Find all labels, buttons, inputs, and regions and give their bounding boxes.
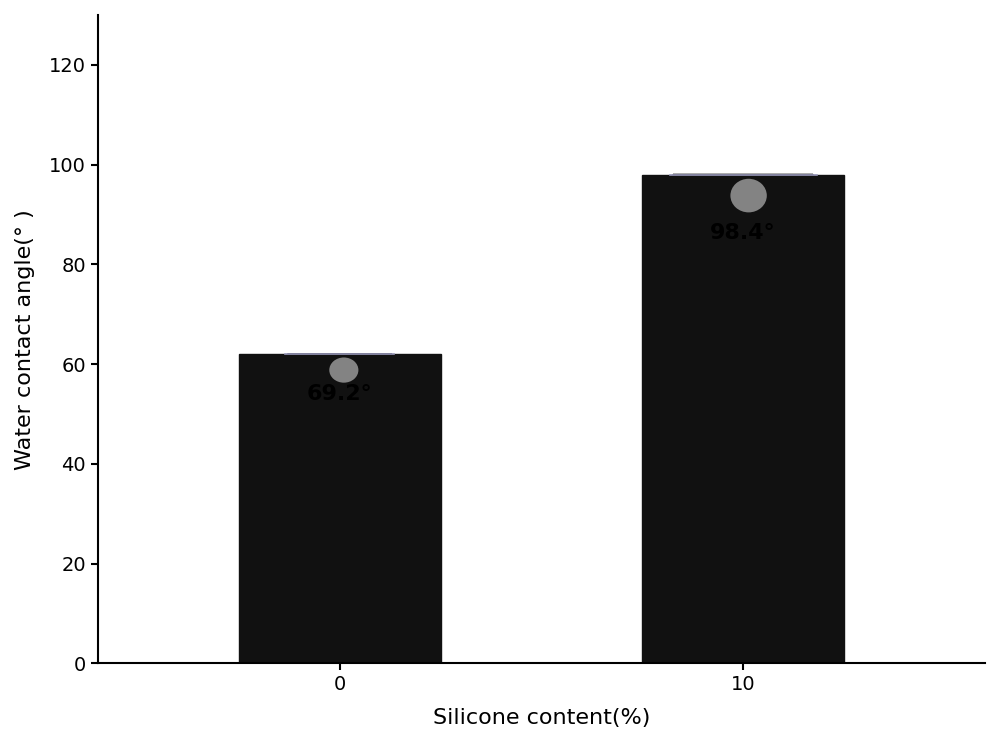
- Polygon shape: [288, 354, 392, 396]
- Text: 98.4°: 98.4°: [710, 223, 776, 242]
- Ellipse shape: [730, 179, 767, 212]
- Ellipse shape: [329, 357, 358, 383]
- Bar: [239, 354, 441, 663]
- Y-axis label: Water contact angle(° ): Water contact angle(° ): [15, 209, 35, 470]
- X-axis label: Silicone content(%): Silicone content(%): [433, 708, 650, 728]
- Polygon shape: [673, 175, 813, 235]
- Text: 69.2°: 69.2°: [307, 384, 373, 404]
- Bar: [642, 175, 844, 663]
